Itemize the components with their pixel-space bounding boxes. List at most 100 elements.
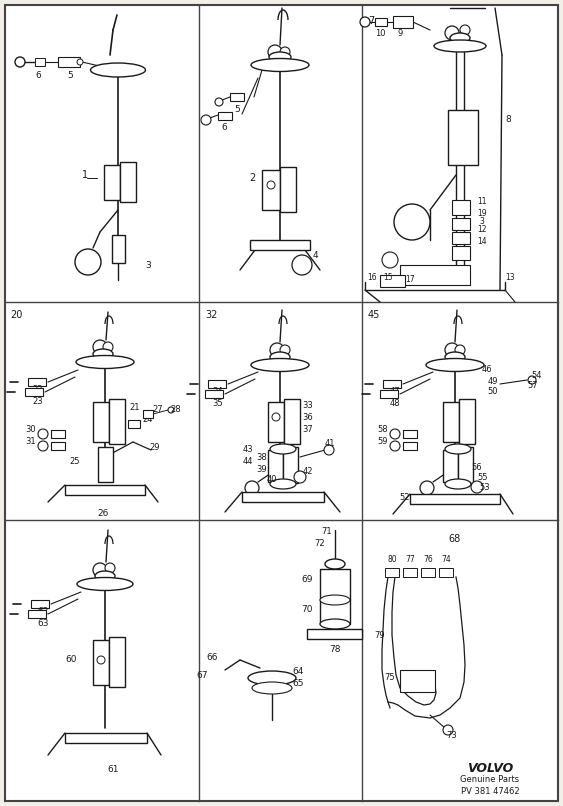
Bar bbox=[35, 58, 45, 66]
Bar bbox=[452, 246, 470, 260]
Text: 61: 61 bbox=[107, 766, 119, 775]
Bar bbox=[421, 568, 435, 577]
Bar bbox=[128, 420, 140, 428]
Text: 65: 65 bbox=[292, 679, 304, 688]
Text: 4: 4 bbox=[312, 251, 318, 260]
Bar bbox=[93, 402, 109, 442]
Text: 25: 25 bbox=[70, 458, 81, 467]
Bar bbox=[410, 494, 500, 504]
Text: 10: 10 bbox=[375, 28, 385, 38]
Text: 70: 70 bbox=[301, 605, 313, 614]
Text: 69: 69 bbox=[301, 575, 313, 584]
Text: 36: 36 bbox=[303, 413, 314, 422]
Text: 3: 3 bbox=[480, 218, 484, 226]
Bar bbox=[109, 637, 125, 687]
Text: 64: 64 bbox=[292, 667, 303, 676]
Bar bbox=[448, 110, 478, 165]
Text: 41: 41 bbox=[325, 439, 335, 448]
Bar bbox=[403, 568, 417, 577]
Circle shape bbox=[445, 26, 459, 40]
Bar bbox=[208, 380, 226, 388]
Text: 33: 33 bbox=[303, 401, 314, 409]
Text: 60: 60 bbox=[65, 655, 77, 664]
Ellipse shape bbox=[91, 63, 145, 77]
Bar bbox=[262, 170, 280, 210]
Bar bbox=[320, 569, 350, 624]
Circle shape bbox=[394, 204, 430, 240]
Text: 49: 49 bbox=[488, 377, 498, 387]
Text: 56: 56 bbox=[472, 463, 482, 472]
Bar bbox=[452, 232, 470, 244]
Bar bbox=[58, 57, 80, 67]
Circle shape bbox=[201, 115, 211, 125]
Circle shape bbox=[292, 255, 312, 275]
Circle shape bbox=[382, 252, 398, 268]
Ellipse shape bbox=[450, 33, 470, 43]
Circle shape bbox=[268, 45, 282, 59]
Circle shape bbox=[215, 98, 223, 106]
Ellipse shape bbox=[269, 52, 291, 62]
Bar bbox=[25, 388, 43, 396]
Bar bbox=[380, 275, 405, 287]
Bar bbox=[268, 450, 283, 482]
Ellipse shape bbox=[270, 444, 296, 454]
Text: 71: 71 bbox=[321, 527, 332, 537]
Text: 42: 42 bbox=[303, 467, 313, 476]
Text: 29: 29 bbox=[150, 442, 160, 451]
Text: 12: 12 bbox=[477, 226, 487, 235]
Ellipse shape bbox=[270, 352, 290, 362]
Bar bbox=[459, 399, 475, 444]
Circle shape bbox=[245, 481, 259, 495]
Text: 20: 20 bbox=[10, 310, 23, 320]
Circle shape bbox=[445, 343, 459, 357]
Bar bbox=[383, 380, 401, 388]
Bar bbox=[242, 492, 324, 502]
Text: 53: 53 bbox=[480, 483, 490, 492]
Bar bbox=[98, 447, 113, 482]
Circle shape bbox=[390, 429, 400, 439]
Ellipse shape bbox=[251, 359, 309, 372]
Circle shape bbox=[77, 59, 83, 65]
Text: 7: 7 bbox=[368, 16, 374, 26]
Ellipse shape bbox=[320, 595, 350, 605]
Circle shape bbox=[280, 345, 290, 355]
Ellipse shape bbox=[95, 571, 115, 581]
Circle shape bbox=[294, 471, 306, 483]
Text: 38: 38 bbox=[257, 452, 267, 462]
Bar bbox=[250, 240, 310, 250]
Text: 48: 48 bbox=[390, 400, 400, 409]
Bar bbox=[65, 485, 145, 495]
Text: 8: 8 bbox=[505, 115, 511, 124]
Circle shape bbox=[455, 345, 465, 355]
Text: 62: 62 bbox=[37, 608, 48, 617]
Circle shape bbox=[38, 429, 48, 439]
Text: 78: 78 bbox=[329, 646, 341, 654]
Bar bbox=[31, 600, 49, 608]
Bar bbox=[443, 450, 458, 482]
Bar bbox=[385, 568, 399, 577]
Text: 22: 22 bbox=[33, 385, 43, 394]
Text: 17: 17 bbox=[405, 276, 415, 285]
Text: 40: 40 bbox=[267, 476, 277, 484]
Bar bbox=[230, 93, 244, 101]
Ellipse shape bbox=[252, 682, 292, 694]
Ellipse shape bbox=[426, 359, 484, 372]
Text: 45: 45 bbox=[368, 310, 381, 320]
Text: 55: 55 bbox=[478, 472, 488, 481]
Circle shape bbox=[267, 181, 275, 189]
Text: 66: 66 bbox=[206, 654, 218, 663]
Text: 23: 23 bbox=[33, 397, 43, 405]
Text: 9: 9 bbox=[397, 28, 403, 38]
Bar bbox=[443, 402, 459, 442]
Text: PV 381 47462: PV 381 47462 bbox=[461, 787, 519, 796]
Ellipse shape bbox=[445, 479, 471, 489]
Text: 52: 52 bbox=[400, 493, 410, 502]
Ellipse shape bbox=[251, 59, 309, 72]
Text: 13: 13 bbox=[505, 273, 515, 282]
Circle shape bbox=[443, 725, 453, 735]
Circle shape bbox=[75, 249, 101, 275]
Ellipse shape bbox=[325, 559, 345, 569]
Bar bbox=[218, 112, 232, 120]
Text: 80: 80 bbox=[387, 555, 397, 564]
Bar bbox=[205, 390, 223, 398]
